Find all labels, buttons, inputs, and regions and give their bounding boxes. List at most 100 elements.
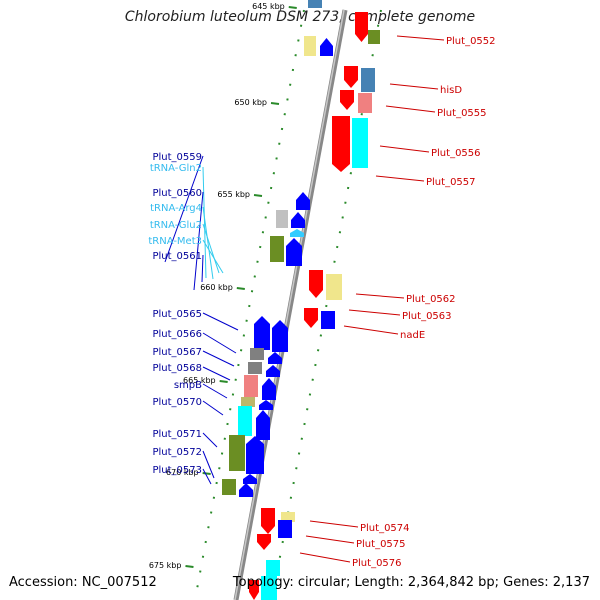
kbp-tick-label: 660 kbp — [200, 283, 233, 292]
label-leader-line — [348, 309, 401, 316]
label-leader-line — [389, 83, 439, 90]
cog-box — [250, 348, 264, 360]
forward-gene-arrow — [272, 320, 288, 352]
gene-label-left[interactable]: Plut_0566 — [152, 329, 202, 340]
kbp-tick-mark — [236, 287, 245, 290]
kbp-tick-mark — [219, 380, 228, 383]
gene-label-left[interactable]: tRNA-Glu2 — [150, 220, 202, 231]
label-leader-line — [202, 166, 207, 279]
forward-gene-arrow — [320, 38, 333, 56]
forward-gene-arrow — [291, 212, 305, 228]
label-leader-line — [202, 400, 224, 416]
kbp-tick-label: 675 kbp — [149, 561, 182, 570]
label-leader-line — [202, 432, 218, 448]
forward-gene-arrow — [256, 410, 270, 440]
kbp-tick-mark — [270, 102, 280, 105]
gene-label-left[interactable]: Plut_0560 — [152, 188, 202, 199]
gene-label-left[interactable]: tRNA-Met3 — [148, 236, 202, 247]
kbp-tick-mark — [253, 194, 263, 197]
cog-box — [308, 0, 322, 8]
cog-box — [321, 311, 335, 329]
cog-box — [222, 479, 236, 495]
gene-label-right[interactable]: Plut_0555 — [437, 108, 487, 119]
label-leader-line — [202, 332, 237, 354]
gene-label-right[interactable]: Plut_0556 — [431, 148, 481, 159]
cog-box — [241, 397, 255, 407]
cog-box — [270, 236, 284, 262]
gene-label-right[interactable]: Plut_0557 — [426, 177, 476, 188]
label-leader-line — [202, 468, 212, 485]
cog-box — [352, 118, 368, 168]
cog-box — [266, 560, 280, 576]
topology-text: Topology: circular; Length: 2,364,842 bp… — [232, 575, 590, 590]
map-title: Chlorobium luteolum DSM 273, complete ge… — [124, 9, 476, 25]
forward-gene-arrow — [254, 316, 270, 350]
gene-label-left[interactable]: Plut_0568 — [152, 363, 202, 374]
gene-label-right[interactable]: nadE — [400, 330, 425, 341]
label-leader-line — [355, 293, 405, 299]
label-leader-line — [202, 450, 215, 479]
gene-label-right[interactable]: Plut_0563 — [402, 311, 452, 322]
label-leader-line — [202, 206, 214, 280]
cog-box — [238, 406, 252, 436]
gene-label-left[interactable]: tRNA-Gln2 — [150, 163, 202, 174]
gene-label-left[interactable]: Plut_0572 — [152, 447, 202, 458]
label-leader-line — [305, 535, 355, 544]
genome-backbone — [233, 9, 348, 600]
gene-label-right[interactable]: Plut_0562 — [406, 294, 456, 305]
gene-label-left[interactable]: Plut_0567 — [152, 347, 202, 358]
gene-label-left[interactable]: Plut_0559 — [152, 152, 202, 163]
kbp-tick-mark — [185, 565, 194, 568]
trna-arrow — [290, 229, 304, 237]
gene-label-left[interactable]: Plut_0565 — [152, 309, 202, 320]
label-leader-line — [343, 325, 399, 335]
forward-gene-arrow — [296, 192, 310, 210]
label-leader-line — [202, 239, 224, 274]
label-leader-line — [202, 383, 228, 399]
gene-label-left[interactable]: Plut_0571 — [152, 429, 202, 440]
gene-label-left[interactable]: Plut_0573 — [152, 465, 202, 476]
label-leader-line — [202, 350, 235, 367]
label-leader-line — [396, 35, 445, 41]
label-leader-line — [385, 105, 436, 113]
cog-box — [368, 30, 380, 44]
label-leader-line — [379, 145, 430, 153]
reverse-gene-arrow — [309, 270, 323, 298]
gene-label-left[interactable]: smpB — [174, 380, 202, 391]
forward-gene-arrow — [286, 238, 302, 266]
label-leader-line — [309, 520, 359, 528]
kbp-tick-label: 655 kbp — [217, 190, 250, 199]
forward-gene-arrow — [239, 483, 253, 497]
forward-gene-arrow — [259, 400, 273, 410]
cog-box — [304, 36, 316, 56]
reverse-gene-arrow — [332, 116, 350, 172]
cog-box — [281, 512, 295, 522]
gene-label-right[interactable]: Plut_0576 — [352, 558, 402, 569]
reverse-gene-arrow — [261, 508, 275, 534]
forward-gene-arrow — [268, 352, 282, 364]
label-leader-line — [202, 366, 231, 381]
label-leader-line — [202, 312, 239, 331]
cog-box — [276, 210, 288, 228]
gene-label-left[interactable]: Plut_0561 — [152, 251, 202, 262]
label-leader-line — [299, 552, 351, 563]
cog-box — [244, 375, 258, 397]
genome-backbone-highlight — [234, 9, 345, 600]
gene-label-right[interactable]: Plut_0552 — [446, 36, 496, 47]
gene-label-right[interactable]: Plut_0574 — [360, 523, 410, 534]
forward-gene-arrow — [243, 474, 257, 484]
cog-box — [248, 362, 262, 374]
gene-label-right[interactable]: Plut_0575 — [356, 539, 406, 550]
kbp-tick-label: 650 kbp — [234, 98, 267, 107]
forward-gene-arrow — [262, 378, 276, 400]
gene-label-left[interactable]: Plut_0570 — [152, 397, 202, 408]
forward-gene-arrow — [246, 436, 264, 474]
label-leader-line — [193, 191, 204, 291]
kbp-tick-mark — [288, 6, 297, 9]
label-leader-line — [164, 155, 204, 263]
gene-label-right[interactable]: hisD — [440, 85, 462, 96]
cog-box — [278, 520, 292, 538]
reverse-gene-arrow — [340, 90, 354, 110]
gene-label-left[interactable]: tRNA-Arg4 — [150, 203, 202, 214]
